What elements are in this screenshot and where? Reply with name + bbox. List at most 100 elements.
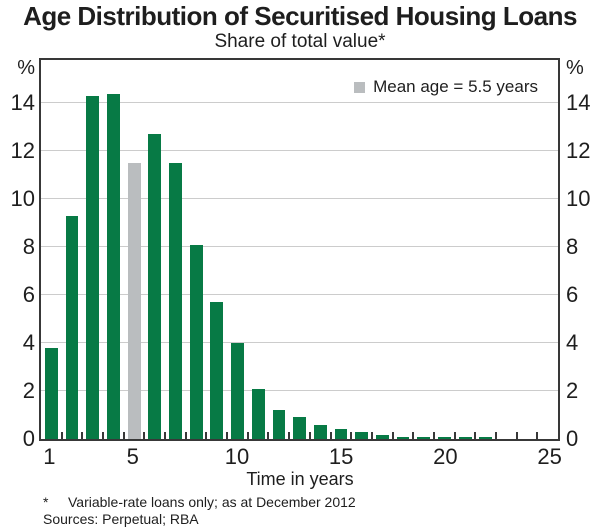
footnote-marker: * — [43, 494, 49, 510]
bars-container — [41, 60, 558, 439]
x-tick-9 — [226, 432, 229, 439]
x-tick-6 — [164, 432, 167, 439]
legend-label: Mean age = 5.5 years — [373, 77, 538, 96]
x-axis-label-15: 15 — [328, 444, 354, 469]
legend: Mean age = 5.5 years — [354, 77, 538, 97]
bar-slot-year-24 — [517, 60, 538, 439]
gridline-12 — [41, 150, 558, 152]
x-tick-1 — [60, 432, 63, 439]
bar-slot-year-18 — [393, 60, 414, 439]
ylabels-left-6: 6 — [22, 282, 35, 308]
ylabels-right-12: 12 — [566, 138, 591, 164]
bar-year-16 — [355, 431, 369, 439]
ylabels-left-12: 12 — [10, 138, 35, 164]
x-axis-label-1: 1 — [43, 444, 56, 469]
chart-title: Age Distribution of Securitised Housing … — [23, 1, 577, 31]
x-axis-label-5: 5 — [126, 444, 139, 469]
x-tick-23 — [515, 432, 518, 439]
bar-year-20 — [438, 436, 451, 439]
x-tick-11 — [267, 432, 270, 439]
x-tick-14 — [329, 432, 332, 439]
legend-swatch-gray — [354, 81, 366, 93]
x-tick-20 — [453, 432, 456, 439]
bar-year-11 — [251, 388, 265, 439]
bar-slot-year-14 — [310, 60, 331, 439]
y-axis-unit-left: % — [17, 57, 35, 79]
bar-year-15 — [334, 429, 348, 439]
bar-slot-year-11 — [248, 60, 269, 439]
ylabels-right-14: 14 — [566, 90, 591, 116]
mean-age-bar-year-5 — [127, 163, 141, 439]
gridline-6 — [41, 294, 558, 296]
bar-slot-year-5 — [124, 60, 145, 439]
bar-year-21 — [458, 436, 472, 439]
bar-year-9 — [210, 302, 224, 439]
y-axis-labels-right: 0 2 4 6 8 10 12 14 — [566, 60, 600, 450]
chart-subtitle: Share of total value* — [214, 31, 386, 52]
ylabels-left-0: 0 — [22, 426, 35, 451]
x-tick-5 — [143, 432, 146, 439]
ylabels-right-0: 0 — [566, 426, 579, 451]
x-tick-10 — [246, 432, 249, 439]
bar-slot-year-22 — [475, 60, 496, 439]
y-axis-labels-left: 0 2 4 6 8 10 12 14 — [0, 60, 35, 450]
x-tick-24 — [536, 432, 539, 439]
bar-year-3 — [86, 95, 100, 439]
bar-slot-year-13 — [289, 60, 310, 439]
bar-slot-year-15 — [331, 60, 352, 439]
x-tick-12 — [288, 432, 291, 439]
gridline-8 — [41, 246, 558, 248]
x-tick-16 — [370, 432, 373, 439]
plot-area: Mean age = 5.5 years — [39, 58, 560, 441]
x-axis-labels: 1 5 10 15 20 25 — [39, 444, 562, 470]
ylabels-right-8: 8 — [566, 234, 579, 260]
bar-year-17 — [375, 435, 389, 439]
x-tick-8 — [205, 432, 208, 439]
bar-slot-year-1 — [41, 60, 62, 439]
bar-slot-year-12 — [269, 60, 290, 439]
bar-year-1 — [44, 347, 58, 439]
x-tick-17 — [391, 432, 394, 439]
x-tick-3 — [102, 432, 105, 439]
bar-year-13 — [293, 417, 306, 439]
bar-slot-year-8 — [186, 60, 207, 439]
ylabels-right-10: 10 — [566, 186, 591, 212]
bar-year-7 — [169, 163, 182, 439]
ylabels-right-4: 4 — [566, 330, 579, 356]
gridline-2 — [41, 390, 558, 392]
ylabels-left-2: 2 — [22, 378, 35, 404]
x-tick-18 — [412, 432, 415, 439]
bar-slot-year-17 — [372, 60, 393, 439]
bar-slot-year-7 — [165, 60, 186, 439]
gridline-4 — [41, 342, 558, 344]
x-axis-title: Time in years — [246, 469, 354, 489]
bar-year-6 — [148, 134, 162, 439]
bar-year-14 — [313, 424, 327, 439]
bar-year-10 — [231, 343, 244, 439]
ylabels-right-2: 2 — [566, 378, 579, 404]
bar-slot-year-25 — [538, 60, 559, 439]
bar-year-12 — [272, 410, 286, 439]
bar-slot-year-16 — [351, 60, 372, 439]
x-tick-21 — [474, 432, 477, 439]
x-tick-2 — [81, 432, 84, 439]
bar-slot-year-21 — [455, 60, 476, 439]
gridline-10 — [41, 198, 558, 200]
bar-year-8 — [189, 244, 203, 439]
bar-slot-year-6 — [144, 60, 165, 439]
bar-year-22 — [479, 436, 493, 439]
bar-year-19 — [417, 436, 431, 439]
footnote-text: Variable-rate loans only; as at December… — [68, 494, 356, 510]
bar-slot-year-4 — [103, 60, 124, 439]
footnote-line: * Variable-rate loans only; as at Decemb… — [43, 494, 356, 510]
x-tick-19 — [432, 432, 435, 439]
y-axis-unit-right: % — [566, 57, 584, 79]
gridline-14 — [41, 102, 558, 104]
x-tick-7 — [184, 432, 187, 439]
bar-slot-year-9 — [207, 60, 228, 439]
sources-line: Sources: Perpetual; RBA — [43, 511, 199, 527]
bar-slot-year-3 — [82, 60, 103, 439]
ylabels-right-6: 6 — [566, 282, 579, 308]
ylabels-left-8: 8 — [22, 234, 35, 260]
